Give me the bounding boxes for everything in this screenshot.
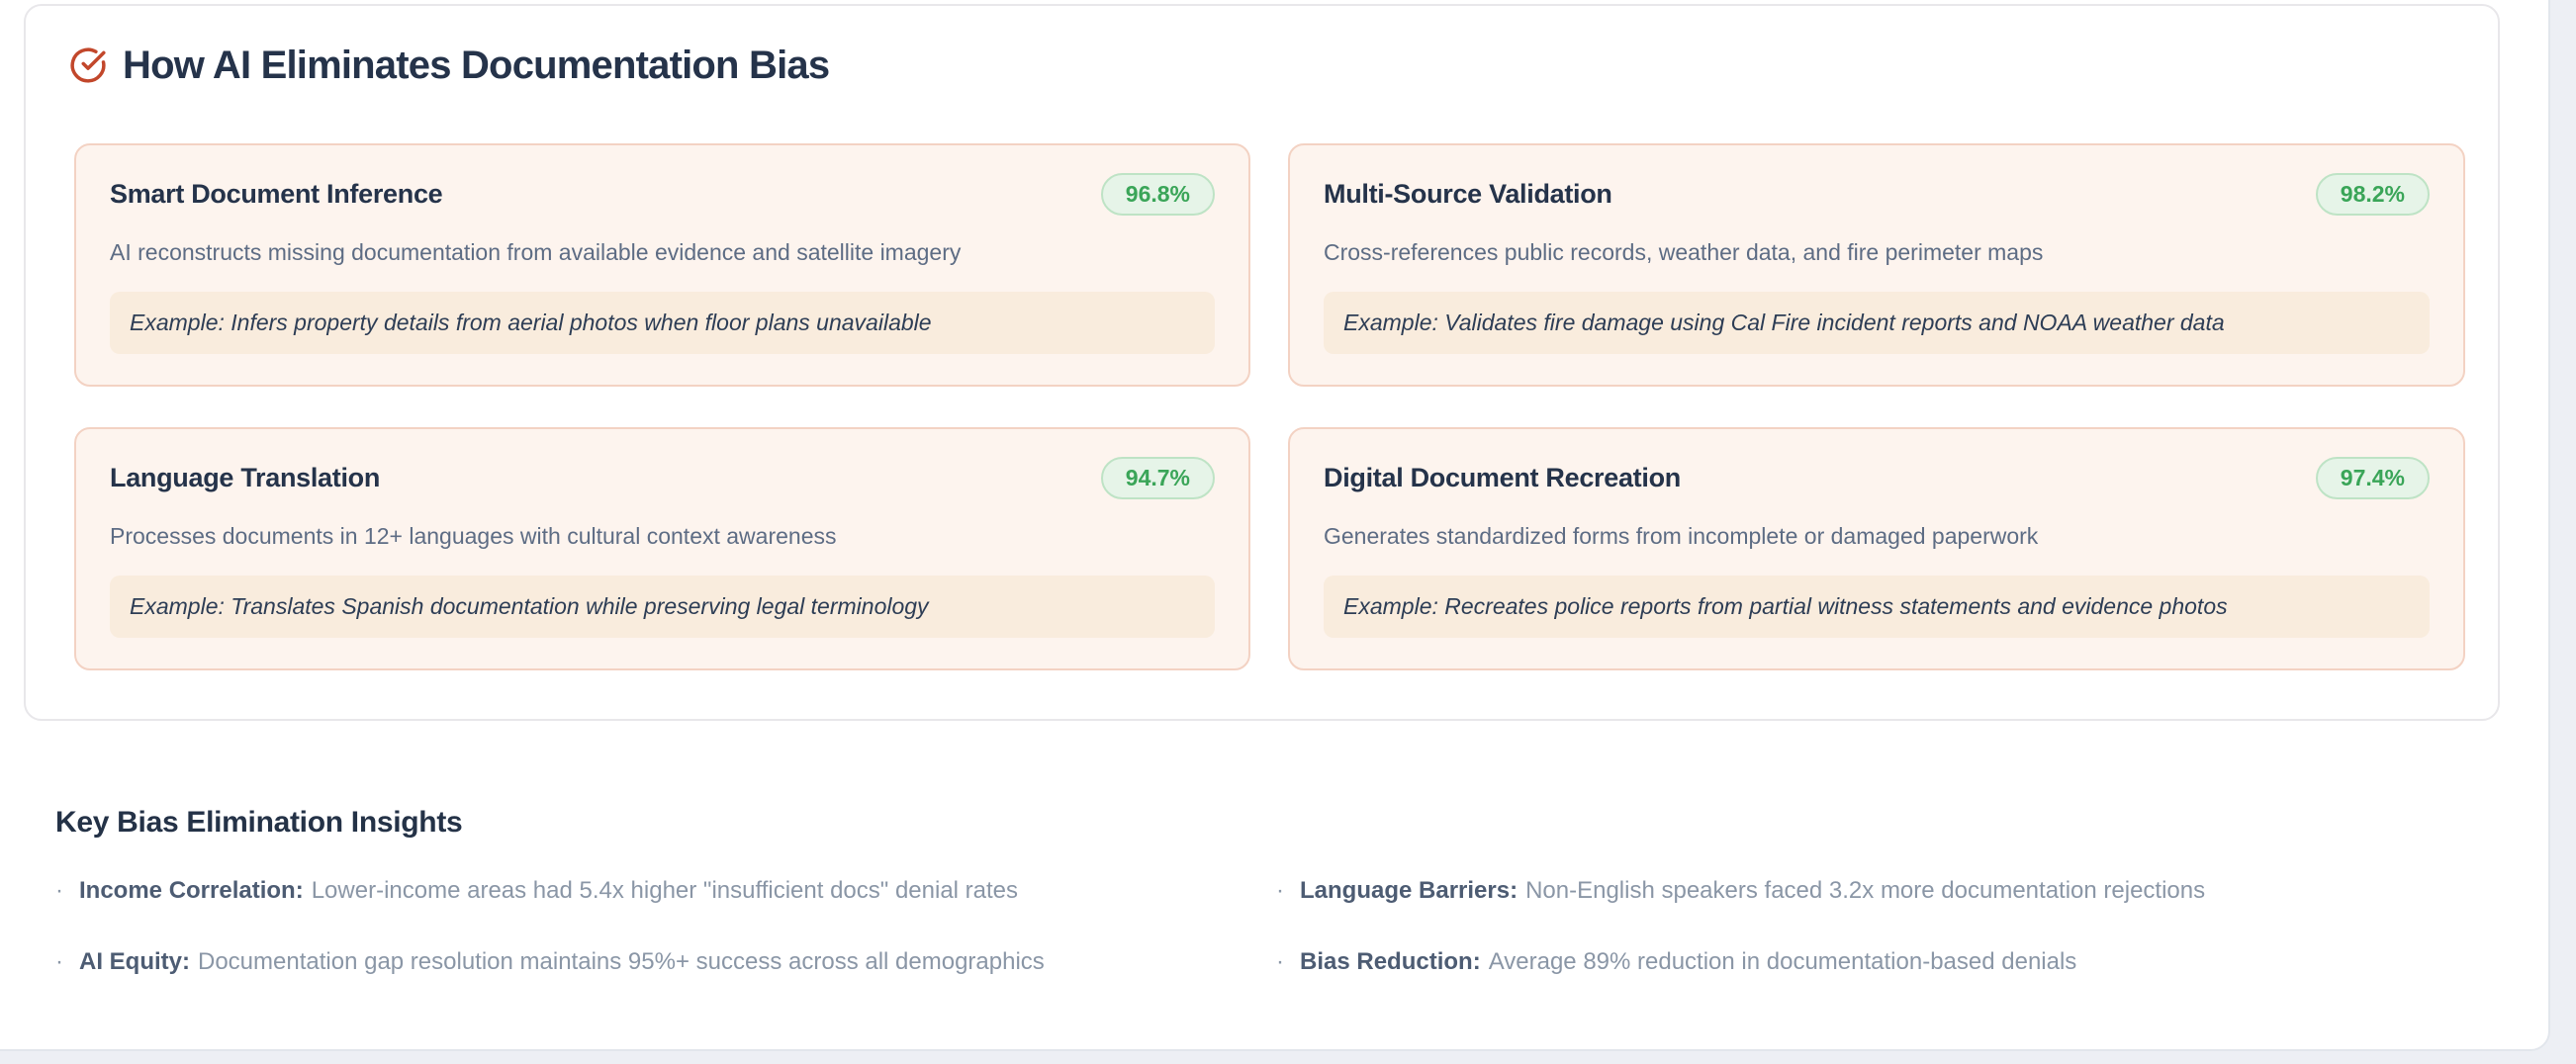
insight-label: Language Barriers: [1300, 877, 1518, 904]
card-smart-document-inference: Smart Document Inference 96.8% AI recons… [74, 143, 1250, 387]
card-description: Processes documents in 12+ languages wit… [110, 523, 837, 549]
bullet-dot: · [1276, 877, 1284, 904]
card-title: Language Translation [110, 463, 381, 492]
insight-text: Documentation gap resolution maintains 9… [198, 948, 1045, 975]
card-description: AI reconstructs missing documentation fr… [110, 239, 962, 265]
card-header: Multi-Source Validation 98.2% [1324, 173, 2430, 216]
insight-text: Non-English speakers faced 3.2x more doc… [1525, 877, 2206, 904]
documentation-bias-section: How AI Eliminates Documentation Bias Sma… [24, 4, 2500, 721]
scrollbar-track[interactable] [2550, 0, 2576, 1064]
card-header: Smart Document Inference 96.8% [110, 173, 1215, 216]
accuracy-badge: 94.7% [1100, 457, 1215, 499]
insight-language-barriers: · Language Barriers: Non-English speakers … [1276, 874, 2449, 908]
insight-text: Lower-income areas had 5.4x higher "insu… [311, 877, 1019, 904]
accuracy-badge: 97.4% [2315, 457, 2430, 499]
insight-bias-reduction: · Bias Reduction: Average 89% reduction in… [1276, 945, 2449, 979]
insights-heading: Key Bias Elimination Insights [55, 806, 463, 839]
card-header: Language Translation 94.7% [110, 457, 1215, 499]
card-digital-document-recreation: Digital Document Recreation 97.4% Genera… [1288, 427, 2465, 670]
insight-label: Bias Reduction: [1300, 948, 1481, 975]
card-language-translation: Language Translation 94.7% Processes doc… [74, 427, 1250, 670]
bullet-dot: · [55, 877, 63, 904]
card-description: Generates standardized forms from incomp… [1324, 523, 2039, 549]
card-title: Multi-Source Validation [1324, 179, 1612, 209]
accuracy-badge: 98.2% [2315, 173, 2430, 216]
card-example: Example: Validates fire damage using Cal… [1324, 292, 2430, 354]
card-example: Example: Recreates police reports from p… [1324, 576, 2430, 638]
card-example: Example: Infers property details from ae… [110, 292, 1215, 354]
feature-cards-grid: Smart Document Inference 96.8% AI recons… [74, 143, 2465, 670]
bullet-dot: · [55, 948, 63, 975]
key-insights-section: Key Bias Elimination Insights · Income Co… [55, 805, 2449, 979]
card-title: Smart Document Inference [110, 179, 443, 209]
insight-income-correlation: · Income Correlation: Lower-income areas h… [55, 874, 1276, 908]
insight-ai-equity: · AI Equity: Documentation gap resolution … [55, 945, 1276, 979]
bullet-dot: · [1276, 948, 1284, 975]
insights-grid: · Income Correlation: Lower-income areas h… [55, 874, 2449, 979]
card-example: Example: Translates Spanish documentatio… [110, 576, 1215, 638]
insight-label: Income Correlation: [79, 877, 304, 904]
section-header: How AI Eliminates Documentation Bias [69, 44, 830, 87]
page-title: How AI Eliminates Documentation Bias [123, 44, 830, 87]
accuracy-badge: 96.8% [1100, 173, 1215, 216]
card-multi-source-validation: Multi-Source Validation 98.2% Cross-refe… [1288, 143, 2465, 387]
card-title: Digital Document Recreation [1324, 463, 1681, 492]
card-header: Digital Document Recreation 97.4% [1324, 457, 2430, 499]
check-circle-icon [69, 46, 107, 84]
card-description: Cross-references public records, weather… [1324, 239, 2044, 265]
insight-text: Average 89% reduction in documentation-b… [1488, 948, 2077, 975]
insight-label: AI Equity: [79, 948, 190, 975]
